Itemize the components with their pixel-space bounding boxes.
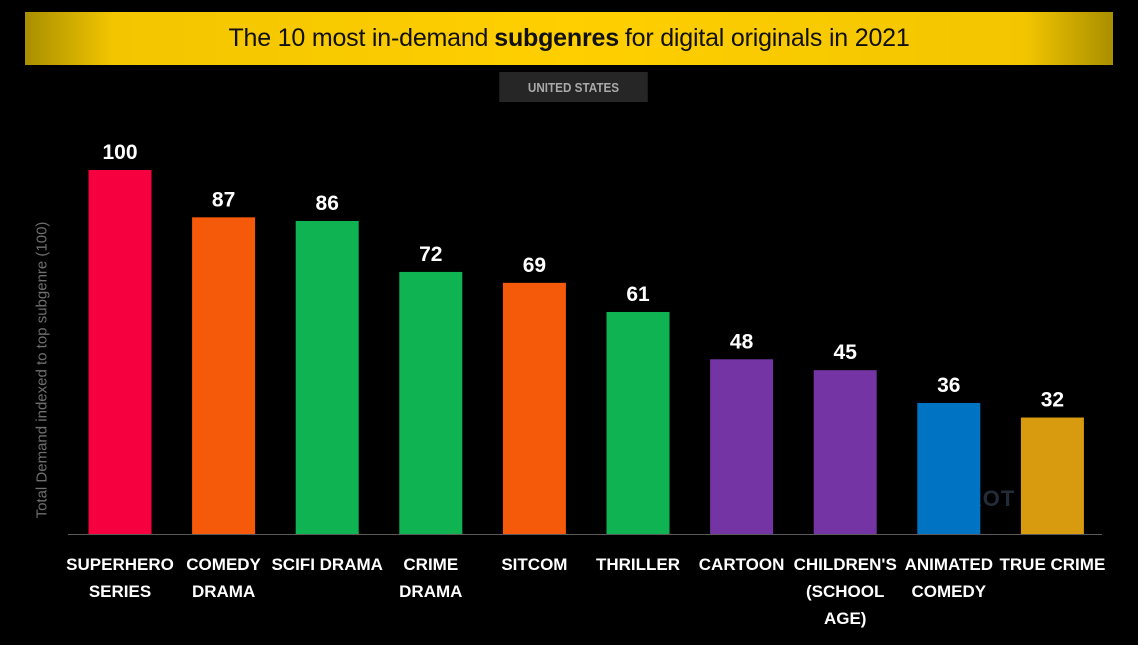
bar: [295, 220, 359, 534]
title-text-pre: The 10 most in-demand: [228, 24, 489, 52]
data-label: 48: [730, 330, 754, 353]
data-label: 36: [937, 374, 960, 397]
x-tick-label: CARTOON: [699, 555, 785, 574]
data-label: 61: [626, 283, 650, 306]
x-tick-label: SCIFI DRAMA: [271, 555, 382, 574]
x-tick-label: DRAMA: [192, 582, 255, 601]
x-tick-label: CRIME: [403, 555, 458, 574]
bar: [399, 271, 463, 534]
x-tick-label: SUPERHERO: [66, 555, 174, 574]
x-tick-label: TRUE CRIME: [1000, 555, 1106, 574]
chart-title: The 10 most in-demand subgenres for digi…: [25, 12, 1113, 65]
bar: [88, 170, 152, 534]
x-tick-label: ANIMATED: [905, 555, 993, 574]
title-text-bold: subgenres: [494, 24, 619, 52]
x-tick-label: SITCOM: [501, 555, 567, 574]
data-label: 45: [834, 341, 858, 364]
x-tick-label: SERIES: [89, 582, 151, 601]
data-label: 69: [523, 254, 546, 277]
x-tick-label: THRILLER: [596, 555, 680, 574]
x-tick-label: CHILDREN'S: [794, 555, 897, 574]
region-badge: UNITED STATES: [499, 72, 648, 102]
bar: [606, 311, 670, 534]
x-tick-label: DRAMA: [399, 582, 462, 601]
x-tick-label: COMEDY: [186, 555, 261, 574]
data-label: 32: [1041, 389, 1064, 412]
data-label: 72: [419, 243, 442, 266]
bar: [192, 217, 256, 534]
x-tick-label: COMEDY: [911, 582, 986, 601]
bar: [813, 370, 877, 534]
data-label: 100: [102, 141, 137, 164]
bar: [502, 282, 566, 534]
bar: [917, 402, 981, 534]
data-label: 87: [212, 188, 235, 211]
bar: [1020, 417, 1084, 534]
x-tick-label: AGE): [824, 609, 867, 628]
bar: [710, 359, 774, 534]
x-tick-label: (SCHOOL: [806, 582, 884, 601]
title-text-post: for digital originals in 2021: [624, 24, 910, 52]
data-label: 86: [316, 192, 339, 215]
